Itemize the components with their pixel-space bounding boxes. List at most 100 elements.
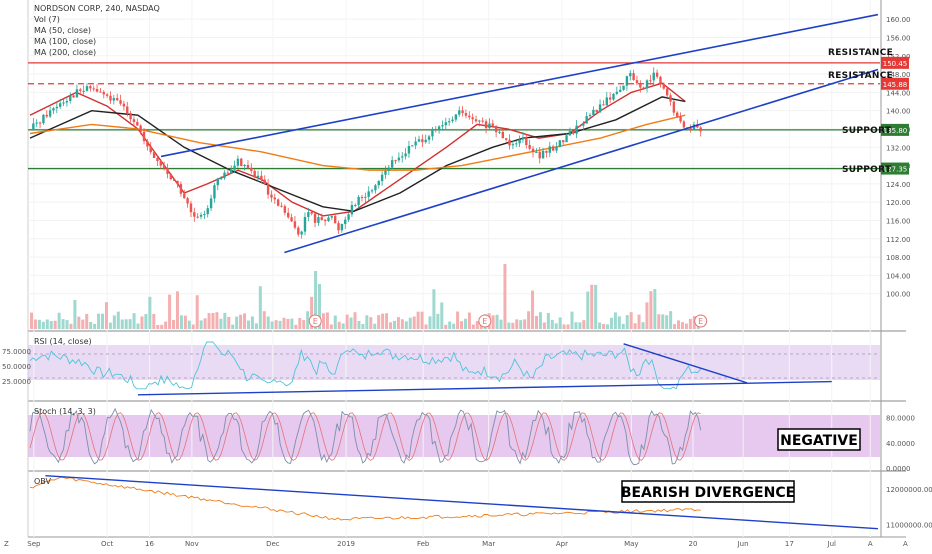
volume-bar <box>333 315 337 329</box>
time-tick-label: Dec <box>266 540 280 548</box>
volume-bar <box>463 318 467 329</box>
candle-body <box>303 216 307 232</box>
candle-body <box>548 146 551 153</box>
candle-body <box>159 161 162 166</box>
price-badge <box>881 56 909 69</box>
candle-body <box>608 97 612 100</box>
volume-bar <box>124 319 128 329</box>
candle-body <box>437 126 441 130</box>
candle-body <box>367 191 370 197</box>
volume-bar <box>199 320 203 329</box>
candle-body <box>619 89 622 92</box>
volume-bar <box>128 319 132 329</box>
candle-body <box>62 102 65 104</box>
candle-body <box>357 196 360 205</box>
candle-body <box>99 91 102 93</box>
volume-bar <box>53 320 57 329</box>
candle-body <box>679 116 682 122</box>
volume-bar <box>444 324 448 329</box>
trendline-layer <box>160 13 879 254</box>
candle-body <box>317 217 320 223</box>
candle-body <box>468 115 471 118</box>
footer-right-letter: A <box>903 540 908 548</box>
price-badge <box>881 123 909 136</box>
negative-box <box>777 428 861 451</box>
candle-body <box>578 125 582 127</box>
volume-bar <box>254 323 258 329</box>
rsi-band <box>28 345 880 380</box>
time-tick-label: 20 <box>689 540 698 548</box>
volume-bar <box>542 322 546 329</box>
volume-bar <box>172 320 176 329</box>
price-badge-label: 145.88 <box>883 81 908 89</box>
volume-bar <box>562 324 566 329</box>
price-tick-label: 140.00 <box>886 108 911 116</box>
volume-bar <box>156 324 160 329</box>
price-tick-label: 100.00 <box>886 291 911 299</box>
volume-bar <box>187 320 191 329</box>
candle-body <box>397 157 401 161</box>
volume-bar <box>144 314 148 329</box>
candle-body <box>464 113 468 116</box>
candle-body <box>458 110 461 115</box>
candle-body <box>598 104 602 113</box>
candle-body <box>72 95 75 98</box>
volume-bar <box>65 320 69 329</box>
candle-body <box>374 185 377 191</box>
candle-body <box>323 219 327 222</box>
candle-body <box>602 104 605 106</box>
volume-bar <box>345 314 349 329</box>
candle-body <box>313 213 317 223</box>
candle-body <box>431 128 434 137</box>
stoch-tick-label: 0.0000 <box>886 465 911 473</box>
candle-body <box>454 114 458 120</box>
price-tick-label: 120.00 <box>886 199 911 207</box>
volume-bar <box>475 321 479 329</box>
candle-body <box>377 181 380 186</box>
candle-body <box>270 194 273 198</box>
candle-body <box>511 144 515 146</box>
volume-bar <box>101 313 105 329</box>
candle-body <box>129 113 132 120</box>
candle-body <box>226 172 230 174</box>
candle-body <box>132 119 136 122</box>
volume-bar <box>440 302 444 329</box>
stoch-k-line <box>29 407 702 466</box>
ma50-legend: MA (50, close) <box>34 26 91 35</box>
candle-body <box>183 193 186 199</box>
volume-bar <box>45 319 49 329</box>
volume-bar <box>416 311 420 329</box>
volume-bar <box>420 311 424 329</box>
volume-bar <box>582 320 586 329</box>
volume-bar <box>412 316 416 329</box>
volume-bar <box>318 284 322 329</box>
volume-bar <box>385 313 389 329</box>
candle-body <box>65 100 69 103</box>
candle-body <box>639 83 642 88</box>
candle-body <box>659 76 662 84</box>
volume-bar <box>160 324 164 329</box>
volume-bar <box>633 323 637 329</box>
candle-body <box>310 212 313 214</box>
candle-body <box>189 203 193 213</box>
candle-body <box>588 114 592 117</box>
candle-body <box>491 123 494 126</box>
candle-body <box>186 198 189 204</box>
candle-body <box>635 80 639 84</box>
candle-body <box>407 145 411 154</box>
volume-bar <box>558 317 562 329</box>
axis-layer: 160.00156.00152.00148.00144.00140.00136.… <box>2 16 932 548</box>
earnings-marker-label: E <box>313 317 318 326</box>
candle-body <box>572 131 575 134</box>
rsi-layer <box>28 341 880 396</box>
volume-bar <box>353 312 357 329</box>
price-badge <box>881 77 909 90</box>
volume-bar <box>673 324 677 329</box>
earnings-marker-label: E <box>482 317 487 326</box>
time-tick-label: Mar <box>482 540 495 548</box>
candle-body <box>561 140 565 143</box>
candle-body <box>481 120 484 122</box>
volume-bar <box>85 313 89 329</box>
volume-bar <box>602 324 606 329</box>
rsi-tick-label: 75.0000 <box>2 348 31 356</box>
